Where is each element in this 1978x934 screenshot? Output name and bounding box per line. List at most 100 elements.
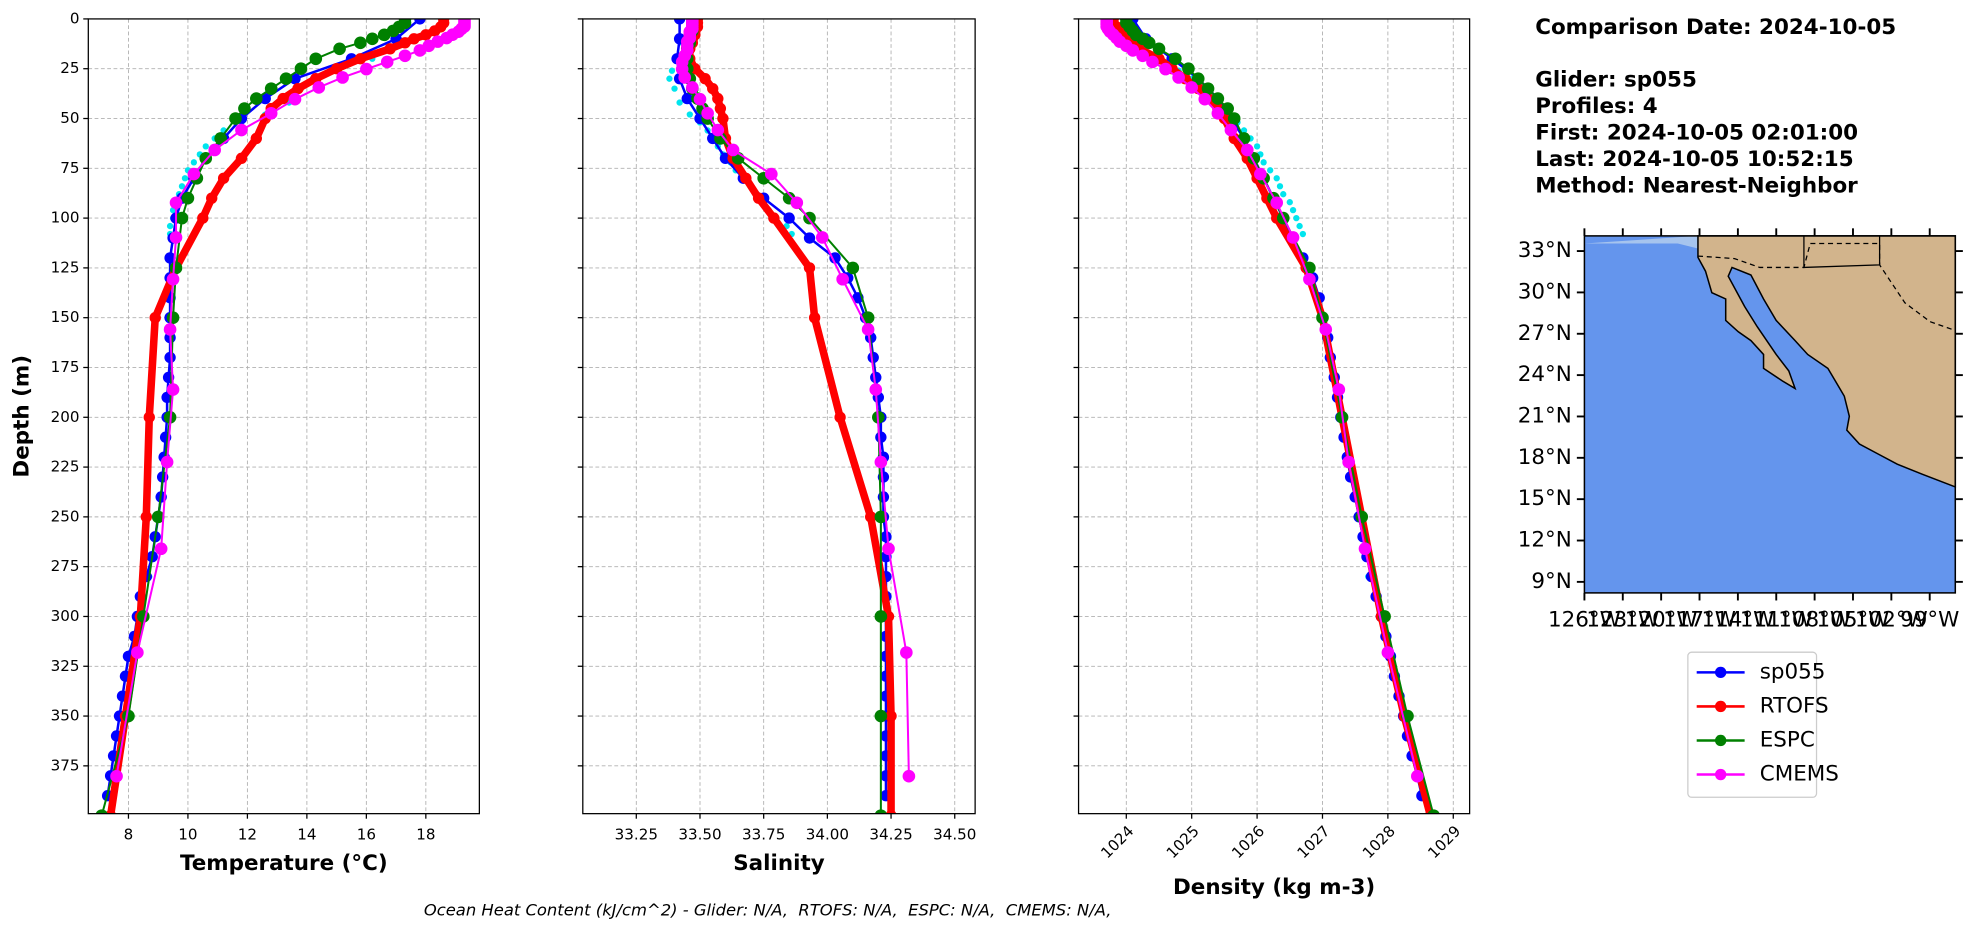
glider-point xyxy=(202,143,209,150)
profile-marker xyxy=(740,172,752,184)
profile-marker xyxy=(160,455,174,469)
lon-label: 111°W xyxy=(1740,608,1813,633)
x-tick-label: 34.25 xyxy=(869,826,912,844)
axes-frame xyxy=(1077,18,1471,815)
lon-label: 99°W xyxy=(1900,608,1959,633)
x-tick-label: 33.50 xyxy=(678,826,721,844)
land xyxy=(1697,235,1957,489)
profile-marker xyxy=(902,769,916,783)
profile-marker xyxy=(208,143,221,157)
lat-label: 9°N xyxy=(1531,569,1571,594)
glider-point xyxy=(166,222,174,230)
profile-marker xyxy=(1358,542,1372,556)
glider-point xyxy=(1240,127,1248,134)
profile-marker xyxy=(861,323,875,336)
y-tick-label: 325 xyxy=(51,657,80,675)
y-tick-label: 200 xyxy=(51,408,80,426)
profile-marker xyxy=(681,92,693,105)
glider-point xyxy=(1273,175,1280,182)
y-axis-label: Depth (m) xyxy=(10,355,35,478)
profile-marker xyxy=(137,610,150,623)
y-tick-label: 225 xyxy=(51,458,80,476)
profile-marker xyxy=(726,143,740,157)
x-tick-label: 34.50 xyxy=(933,826,976,844)
lat-label: 21°N xyxy=(1518,403,1572,428)
glider-point xyxy=(1253,143,1261,150)
x-tick-label: 1026 xyxy=(1228,822,1268,862)
profile-marker xyxy=(197,212,209,224)
footnote: Ocean Heat Content (kJ/cm^2) - Glider: N… xyxy=(424,900,1112,919)
lon-label: 117°W xyxy=(1663,608,1736,633)
legend-marker xyxy=(1714,768,1727,781)
glider-point xyxy=(686,111,693,118)
profile-marker xyxy=(874,809,887,814)
profile-marker xyxy=(143,411,155,423)
profile-marker xyxy=(1185,81,1199,94)
profile-marker xyxy=(1172,71,1185,84)
glider-point xyxy=(1286,199,1293,206)
profile-marker xyxy=(235,123,248,137)
profile-marker xyxy=(309,52,323,66)
profile-marker xyxy=(874,510,888,524)
profile-marker xyxy=(238,102,251,115)
profile-marker xyxy=(874,610,888,623)
profile-marker xyxy=(846,261,860,275)
profile-marker xyxy=(1427,809,1440,814)
profile-marker xyxy=(1224,123,1238,137)
profile-marker xyxy=(294,62,308,76)
profile-marker xyxy=(1332,383,1346,396)
profile-marker xyxy=(1221,102,1234,115)
legend-label: CMEMS xyxy=(1760,762,1839,787)
profile-marker xyxy=(151,510,165,524)
profile-marker xyxy=(95,809,108,814)
plot-area xyxy=(1100,18,1440,814)
profile-marker xyxy=(229,112,242,125)
axes-frame xyxy=(582,18,976,815)
glider-point xyxy=(181,175,189,182)
profile-marker xyxy=(875,431,887,443)
profile-marker xyxy=(288,92,302,106)
y-tick-label: 275 xyxy=(51,557,80,575)
profile-marker xyxy=(154,542,168,556)
profile-marker xyxy=(164,351,176,364)
profile-marker xyxy=(815,231,829,244)
lon-label: 108°W xyxy=(1778,608,1851,633)
x-tick-label: 16 xyxy=(357,826,376,844)
profile-marker xyxy=(1319,323,1333,336)
y-tick-label: 125 xyxy=(51,258,80,276)
legend-marker xyxy=(1714,700,1727,713)
profile-line xyxy=(1131,18,1424,797)
y-tick-label: 300 xyxy=(51,607,80,625)
profile-marker xyxy=(169,261,183,275)
profile-marker xyxy=(1286,231,1300,244)
profile-marker xyxy=(217,172,230,184)
profile-marker xyxy=(250,132,263,145)
profile-marker xyxy=(354,53,367,65)
profile-marker xyxy=(699,73,711,85)
legend-frame xyxy=(1687,651,1818,798)
profile-marker xyxy=(885,710,897,722)
profile-marker xyxy=(1342,455,1355,469)
profile-marker xyxy=(1142,36,1156,50)
profile-marker xyxy=(834,411,846,423)
lon-label: 114°W xyxy=(1701,608,1774,633)
profile-marker xyxy=(330,63,343,75)
info-line: Method: Nearest-Neighbor xyxy=(1535,174,1858,199)
profile-marker xyxy=(712,92,724,105)
x-axis-label: Salinity xyxy=(733,851,824,876)
glider-point xyxy=(178,183,186,190)
profile-marker xyxy=(131,646,144,659)
lat-label: 30°N xyxy=(1518,279,1572,304)
profile-marker xyxy=(864,511,877,523)
profile-marker xyxy=(377,28,391,42)
profile-marker xyxy=(399,37,411,49)
profile-marker xyxy=(673,18,686,25)
y-tick-label: 350 xyxy=(51,707,80,725)
profile-marker xyxy=(861,311,875,325)
y-tick-label: 50 xyxy=(60,109,79,127)
profile-line xyxy=(106,18,421,796)
profile-marker xyxy=(166,272,180,286)
y-tick-label: 150 xyxy=(51,308,80,326)
y-tick-label: 250 xyxy=(51,507,80,525)
profile-marker xyxy=(333,42,346,56)
